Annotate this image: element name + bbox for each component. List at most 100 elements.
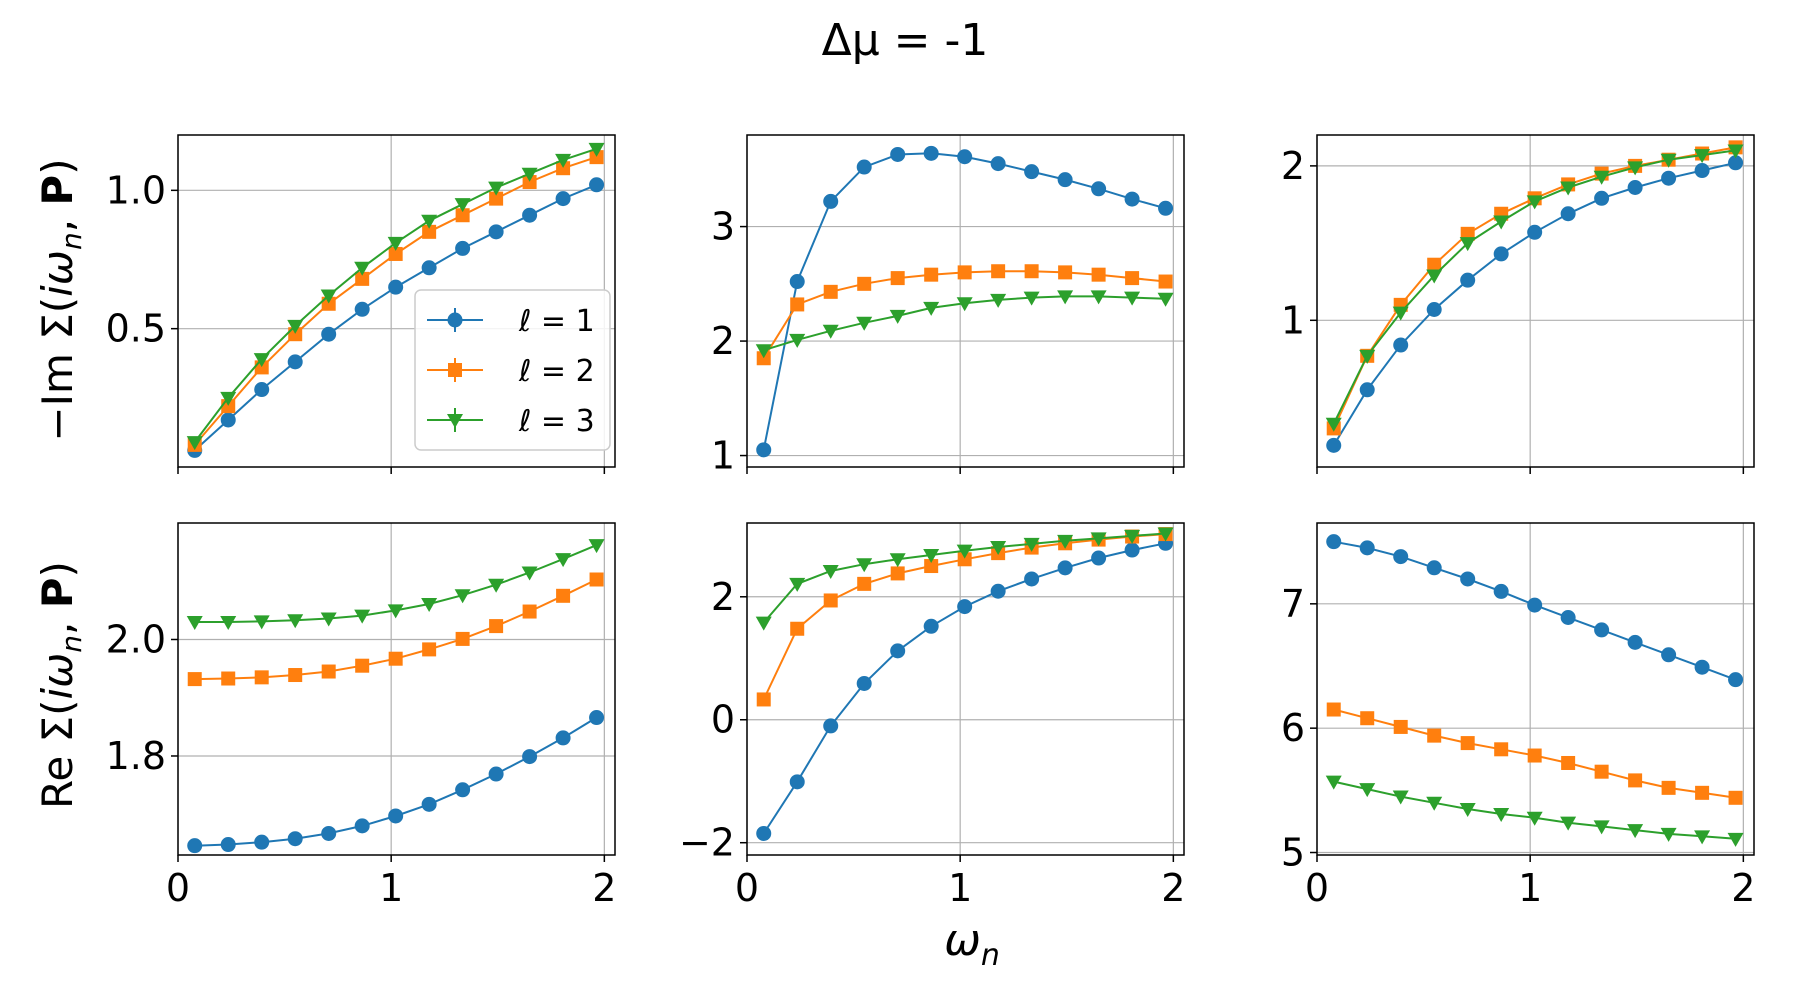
data-point-l1-12	[589, 177, 605, 193]
data-point-l2-11	[1695, 785, 1710, 800]
data-point-l1-2	[254, 382, 270, 398]
data-point-l3-11	[1694, 830, 1711, 845]
panel-1-1: 0 1 2−202	[679, 522, 1185, 910]
data-point-l3-12	[1157, 292, 1174, 307]
y-tick-label-0: 1.8	[106, 734, 166, 778]
data-point-l3-4	[320, 289, 337, 304]
data-point-l2-0	[756, 351, 771, 366]
data-point-l2-2	[254, 670, 269, 685]
data-point-l3-9	[1627, 824, 1644, 839]
y-tick-label-0: 1	[1281, 298, 1305, 342]
data-point-l3-6	[956, 297, 973, 312]
data-point-l1-8	[1024, 571, 1040, 587]
data-point-l2-4	[1460, 736, 1475, 751]
data-point-l1-2	[823, 193, 839, 209]
data-point-l2-3	[1427, 257, 1442, 272]
data-point-l3-5	[1493, 215, 1510, 230]
row-label-bottom-subscript: n	[55, 635, 88, 653]
data-point-l3-11	[555, 553, 572, 568]
data-point-l2-5	[924, 267, 939, 282]
row-label-top: −Im Σ(iωn, P)	[33, 158, 88, 441]
data-point-l1-10	[1661, 170, 1677, 186]
x-axis-label-main: ω	[944, 915, 981, 966]
data-point-l3-8	[1023, 291, 1040, 306]
data-point-l1-4	[890, 146, 906, 162]
data-point-l3-6	[387, 236, 404, 251]
data-point-l3-5	[923, 548, 940, 563]
data-point-l1-9	[488, 766, 504, 782]
data-point-l3-9	[488, 578, 505, 593]
data-point-l1-4	[890, 643, 906, 659]
data-point-l3-4	[1459, 802, 1476, 817]
panel-1-2: 0 1 2 5 6 7	[1281, 522, 1755, 910]
data-point-l2-9	[1628, 773, 1643, 788]
data-point-l3-3	[287, 614, 304, 629]
data-point-l3-3	[856, 316, 873, 331]
data-point-l2-2	[823, 284, 838, 299]
data-point-l2-5	[1494, 742, 1509, 757]
x-tick-label-2: 2	[1161, 866, 1185, 910]
data-point-l1-1	[789, 274, 805, 290]
data-point-l1-7	[1560, 610, 1576, 626]
data-point-l3-5	[354, 609, 371, 624]
data-point-l2-6	[388, 651, 403, 666]
data-point-l1-6	[957, 599, 973, 615]
data-point-l3-11	[1694, 149, 1711, 164]
data-point-l1-7	[990, 156, 1006, 172]
data-point-l1-1	[789, 774, 805, 790]
data-point-l3-5	[1493, 807, 1510, 822]
legend-label-l3: ℓ = 3	[518, 404, 595, 439]
data-point-l2-5	[355, 271, 370, 286]
data-point-l3-3	[856, 558, 873, 573]
data-point-l1-1	[1359, 382, 1375, 398]
panel-frame	[1316, 134, 1755, 468]
data-point-l2-9	[489, 619, 504, 634]
data-point-l1-5	[923, 145, 939, 161]
data-point-l3-7	[421, 214, 438, 229]
panel-frame	[1316, 522, 1755, 856]
data-point-l3-3	[1426, 796, 1443, 811]
data-point-l3-0	[755, 344, 772, 359]
data-point-l3-10	[1090, 290, 1107, 305]
x-tick-label-0: 0	[735, 866, 759, 910]
data-point-l3-10	[1660, 153, 1677, 168]
series-line-l1	[194, 716, 598, 847]
data-point-l1-8	[1594, 622, 1610, 638]
data-point-l3-4	[320, 612, 337, 627]
data-point-l1-6	[1527, 224, 1543, 240]
data-point-l1-7	[421, 796, 437, 812]
data-point-l3-1	[1359, 349, 1376, 364]
data-point-l2-6	[1527, 748, 1542, 763]
data-point-l1-8	[455, 782, 471, 798]
data-point-l1-3	[287, 831, 303, 847]
data-point-l1-12	[1728, 672, 1744, 688]
data-point-l3-2	[253, 353, 270, 368]
data-point-l1-4	[321, 825, 337, 841]
row-label-bottom-prefix: Re Σ(	[33, 700, 82, 809]
data-point-l1-10	[1091, 550, 1107, 566]
data-point-l1-9	[1057, 560, 1073, 576]
data-point-l1-4	[321, 326, 337, 342]
row-label-top-comma: ,	[33, 206, 82, 233]
data-point-l3-12	[1727, 144, 1744, 159]
y-tick-label-2: 7	[1281, 582, 1305, 626]
data-point-l3-12	[1157, 527, 1174, 542]
data-point-l1-5	[1493, 246, 1509, 262]
data-point-l1-6	[388, 279, 404, 295]
data-point-l2-4	[321, 296, 336, 311]
x-axis-label: ωn	[944, 915, 1000, 973]
data-point-l3-8	[1023, 537, 1040, 552]
data-point-l2-10	[1661, 780, 1676, 795]
data-point-l3-2	[822, 564, 839, 579]
row-label-bottom: Re Σ(iωn, P)	[33, 561, 88, 809]
data-point-l2-4	[321, 664, 336, 679]
row-label-top-omega: iω	[33, 250, 82, 297]
data-point-l2-10	[522, 604, 537, 619]
data-point-l2-5	[355, 658, 370, 673]
data-point-l3-9	[488, 181, 505, 196]
data-point-l3-2	[1392, 306, 1409, 321]
data-point-l3-6	[1526, 811, 1543, 826]
data-point-l1-1	[1359, 540, 1375, 556]
y-tick-label-1: 1.0	[106, 168, 166, 212]
data-point-l3-12	[588, 539, 605, 554]
